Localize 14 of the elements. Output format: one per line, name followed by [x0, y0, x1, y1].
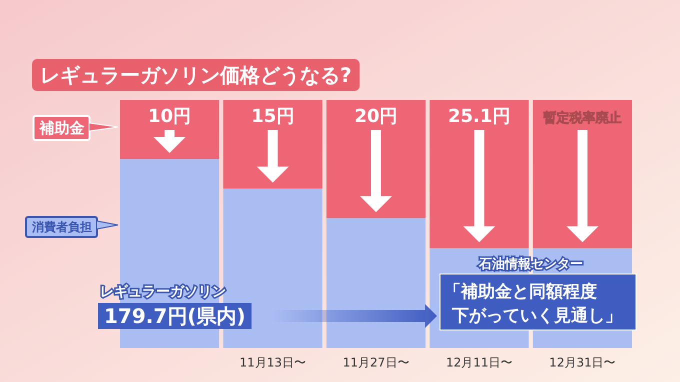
data-label: 暫定税率廃止 [543, 110, 622, 126]
x-tick-label: 11月13日〜 [240, 356, 306, 370]
data-label: 15円 [251, 106, 294, 127]
legend-label: 消費者負担 [31, 220, 92, 234]
chart-title: レギュラーガソリン価格どうなる? [40, 63, 352, 87]
text: 補助金 [38, 119, 84, 137]
data-label: 25.1円 [448, 106, 510, 127]
annotation: 179.7円(県内) [104, 304, 246, 328]
annotation: 「補助金と同額程度下がっていく見通し」 [444, 282, 622, 326]
x-tick-label: 12月11日〜 [446, 356, 512, 370]
x-tick-label: 12月31日〜 [549, 356, 616, 370]
x-tick-label: 11月27日〜 [342, 356, 410, 370]
data-label: 20円 [354, 106, 398, 127]
data-label: 10円 [148, 106, 192, 127]
